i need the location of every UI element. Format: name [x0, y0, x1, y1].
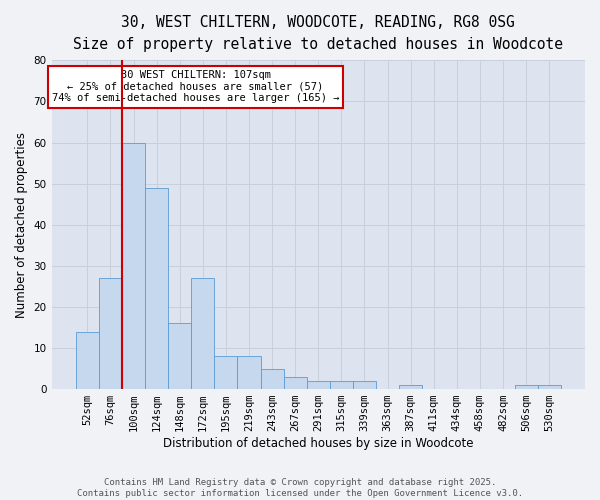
Bar [191, 278, 214, 389]
X-axis label: Distribution of detached houses by size in Woodcote: Distribution of detached houses by size … [163, 437, 473, 450]
Bar [76, 332, 99, 389]
Bar [399, 385, 422, 389]
Bar [238, 356, 260, 389]
Bar [260, 368, 284, 389]
Title: 30, WEST CHILTERN, WOODCOTE, READING, RG8 0SG
Size of property relative to detac: 30, WEST CHILTERN, WOODCOTE, READING, RG… [73, 15, 563, 52]
Bar [122, 142, 145, 389]
Text: Contains HM Land Registry data © Crown copyright and database right 2025.
Contai: Contains HM Land Registry data © Crown c… [77, 478, 523, 498]
Bar [168, 324, 191, 389]
Bar [307, 381, 330, 389]
Bar [145, 188, 168, 389]
Text: 30 WEST CHILTERN: 107sqm
← 25% of detached houses are smaller (57)
74% of semi-d: 30 WEST CHILTERN: 107sqm ← 25% of detach… [52, 70, 340, 103]
Bar [515, 385, 538, 389]
Bar [538, 385, 561, 389]
Y-axis label: Number of detached properties: Number of detached properties [15, 132, 28, 318]
Bar [284, 377, 307, 389]
Bar [353, 381, 376, 389]
Bar [99, 278, 122, 389]
Bar [214, 356, 238, 389]
Bar [330, 381, 353, 389]
